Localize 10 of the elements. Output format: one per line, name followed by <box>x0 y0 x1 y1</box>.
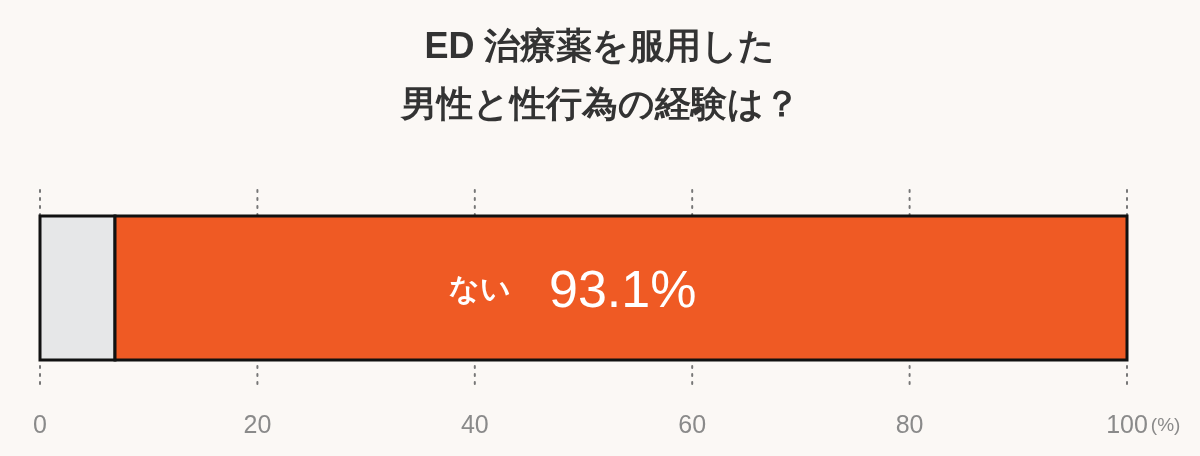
x-tick-label: 60 <box>678 410 707 438</box>
x-tick-label: 100 <box>1106 410 1148 438</box>
x-axis-title: (%) <box>1150 414 1181 435</box>
x-tick-label: 80 <box>895 410 924 438</box>
chart-title: ED 治療薬を服用した男性と性行為の経験は？ <box>399 25 800 124</box>
series-label: ない <box>449 272 511 305</box>
x-tick-label: 20 <box>243 410 272 438</box>
x-tick-label: 40 <box>460 410 489 438</box>
data-label: 93.1% <box>549 260 697 318</box>
x-tick-label: 0 <box>33 410 47 438</box>
